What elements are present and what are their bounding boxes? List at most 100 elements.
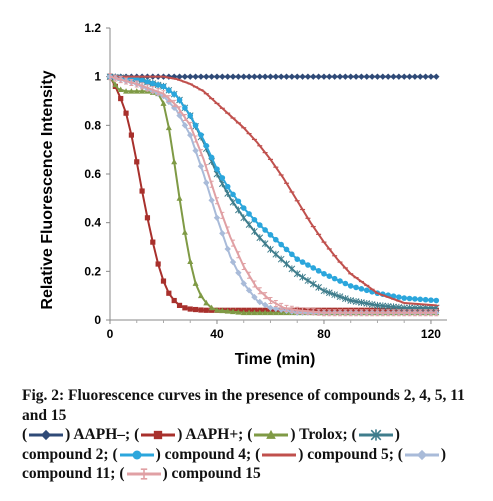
y-tick-label: 0.8	[84, 118, 101, 132]
data-point	[331, 73, 338, 80]
data-point	[423, 309, 428, 317]
data-point	[294, 256, 301, 262]
legend-line-sample	[358, 429, 393, 442]
data-point	[197, 292, 204, 299]
legend-symbol-aaph-plus	[139, 429, 177, 441]
data-point	[192, 73, 199, 80]
data-point	[256, 234, 264, 242]
figure-caption: Fig. 2: Fluorescence curves in the prese…	[22, 386, 490, 484]
data-point	[123, 110, 129, 116]
y-axis-title: Relative Fluorescence Intensity	[39, 70, 56, 309]
data-point	[402, 309, 407, 317]
data-point	[140, 82, 145, 90]
y-tick-label: 0	[94, 313, 101, 327]
data-point	[203, 307, 209, 313]
data-point	[289, 251, 295, 258]
data-point	[208, 197, 215, 204]
data-point	[417, 73, 424, 80]
data-point	[224, 183, 231, 190]
legend-entry-trolox: () Trolox;	[247, 426, 348, 443]
data-point	[128, 88, 135, 94]
data-point	[342, 295, 349, 303]
data-point	[144, 215, 151, 221]
data-point	[390, 73, 397, 80]
x-tick-label: 0	[107, 327, 114, 341]
data-point	[251, 293, 258, 301]
data-point	[267, 73, 274, 80]
data-point	[251, 309, 258, 316]
data-point	[411, 73, 419, 80]
data-point	[235, 206, 242, 214]
data-point	[331, 291, 339, 299]
data-point	[224, 73, 231, 80]
data-point	[433, 297, 440, 304]
data-point	[363, 287, 370, 294]
data-point	[219, 73, 226, 80]
series-compound-4	[107, 73, 440, 304]
data-point	[320, 287, 328, 295]
data-point	[315, 73, 322, 80]
data-point	[379, 73, 387, 80]
series-compound-2	[106, 73, 440, 312]
data-point	[256, 298, 263, 306]
data-point	[386, 309, 391, 317]
data-point	[256, 222, 263, 228]
series-line	[110, 75, 437, 307]
series-aaph-	[107, 74, 439, 313]
data-point	[145, 84, 150, 92]
data-point	[213, 307, 220, 313]
data-point	[251, 216, 258, 223]
data-point	[187, 306, 193, 312]
data-point	[332, 309, 337, 317]
data-point	[338, 309, 343, 317]
data-point	[256, 309, 263, 316]
data-point	[181, 73, 189, 80]
y-tick-label: 1.2	[84, 21, 101, 35]
data-point	[192, 147, 199, 154]
data-point	[352, 298, 360, 306]
legend-symbol-compound-11	[403, 449, 441, 461]
legend-entry-compound-11: compound 11;	[22, 465, 116, 482]
legend-line-sample	[262, 453, 297, 457]
data-point	[208, 73, 215, 80]
legend-line-sample	[119, 450, 154, 460]
legend-line-sample	[404, 449, 439, 461]
data-point	[401, 73, 408, 80]
data-point	[177, 106, 182, 114]
data-point	[252, 280, 257, 288]
legend-symbol-compound-4	[118, 449, 156, 461]
y-tick-label: 1	[94, 70, 101, 84]
data-point	[412, 296, 418, 302]
data-point	[176, 112, 183, 119]
data-point	[240, 280, 247, 287]
y-tick-label: 0.6	[84, 167, 101, 181]
data-point	[311, 308, 316, 316]
series-compound-5	[107, 75, 439, 307]
legend-entry-aaph-minus: () AAPH–;	[22, 426, 131, 443]
legend-line-sample	[29, 430, 64, 441]
data-point	[353, 284, 359, 291]
data-point	[156, 88, 161, 96]
data-point	[235, 309, 242, 315]
data-point	[342, 73, 349, 80]
data-point	[118, 95, 124, 102]
data-point	[358, 298, 365, 306]
data-point	[261, 73, 269, 80]
legend-entry-compound-15: () compound 15	[119, 465, 261, 482]
data-point	[256, 73, 263, 80]
data-point	[268, 297, 273, 305]
data-point	[246, 309, 253, 316]
data-point	[129, 79, 134, 87]
data-point	[123, 88, 130, 94]
legend-entry-compound-5: () compound 5;	[255, 445, 394, 463]
data-point	[182, 114, 187, 122]
data-point	[198, 307, 204, 313]
legend-symbol-compound-15	[125, 468, 163, 481]
data-point	[166, 290, 172, 296]
data-point	[139, 88, 146, 94]
data-point	[406, 295, 413, 302]
data-point	[134, 159, 140, 165]
data-point	[342, 280, 349, 287]
data-point	[220, 211, 225, 219]
legend-sample-marker	[266, 430, 277, 440]
